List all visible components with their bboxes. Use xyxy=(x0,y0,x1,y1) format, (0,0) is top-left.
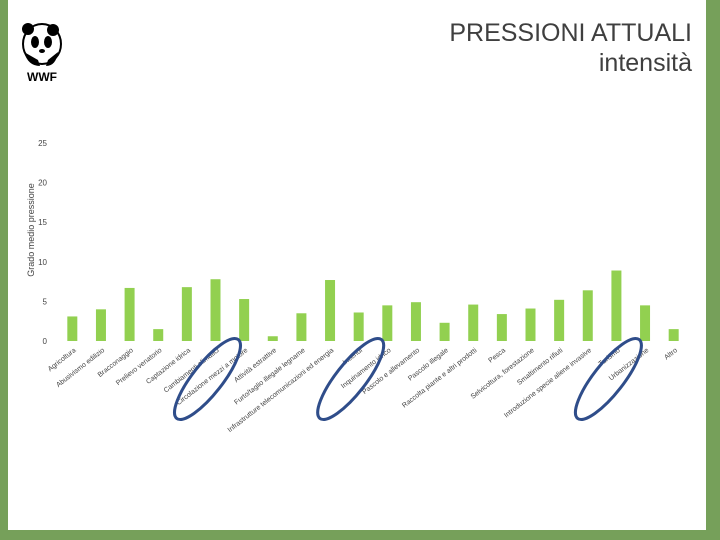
x-tick-label: Abusivismo edilizio xyxy=(55,347,106,389)
bar xyxy=(353,312,364,341)
x-tick-label: Altro xyxy=(663,347,679,361)
bar xyxy=(153,329,164,341)
highlight-circle xyxy=(316,337,386,421)
bar xyxy=(582,290,593,341)
bar xyxy=(496,314,507,341)
bar xyxy=(410,302,421,341)
bar xyxy=(181,287,192,341)
right-frame-bar xyxy=(706,0,720,540)
bottom-frame-bar xyxy=(0,530,720,540)
bar xyxy=(239,299,250,341)
title-line-1: PRESSIONI ATTUALI xyxy=(449,19,692,47)
bar xyxy=(124,287,135,341)
bar xyxy=(325,280,336,341)
bar xyxy=(554,299,565,341)
bar xyxy=(267,336,278,341)
left-frame-bar xyxy=(0,0,8,540)
page-title: PRESSIONI ATTUALI intensità xyxy=(449,18,692,78)
bar xyxy=(640,305,651,341)
bar xyxy=(439,322,450,341)
y-tick-label: 15 xyxy=(38,218,47,227)
y-tick-label: 25 xyxy=(38,139,47,148)
y-axis-label: Grado medio pressione xyxy=(26,183,36,277)
highlight-circle xyxy=(173,337,242,421)
bar xyxy=(95,309,106,341)
y-tick-label: 5 xyxy=(43,297,48,306)
bar xyxy=(468,304,479,341)
bar xyxy=(525,308,536,341)
logo-text: WWF xyxy=(27,70,57,84)
bar xyxy=(382,305,393,341)
bar xyxy=(611,270,622,341)
x-tick-label: Infrastrutture telecomunicazioni ed ener… xyxy=(227,347,336,434)
title-line-2: intensità xyxy=(598,49,692,77)
x-tick-label: Pesca xyxy=(487,347,507,365)
y-tick-label: 20 xyxy=(38,179,47,188)
x-tick-label: Pascolo e allevamento xyxy=(361,347,421,396)
highlight-circle xyxy=(573,337,643,421)
y-tick-label: 10 xyxy=(38,258,47,267)
bar xyxy=(67,316,78,341)
panda-icon: WWF xyxy=(22,23,62,84)
wwf-logo: WWF xyxy=(20,22,64,84)
bar xyxy=(668,329,679,341)
bar xyxy=(210,279,221,341)
bar xyxy=(296,313,307,341)
y-tick-label: 0 xyxy=(43,337,48,346)
